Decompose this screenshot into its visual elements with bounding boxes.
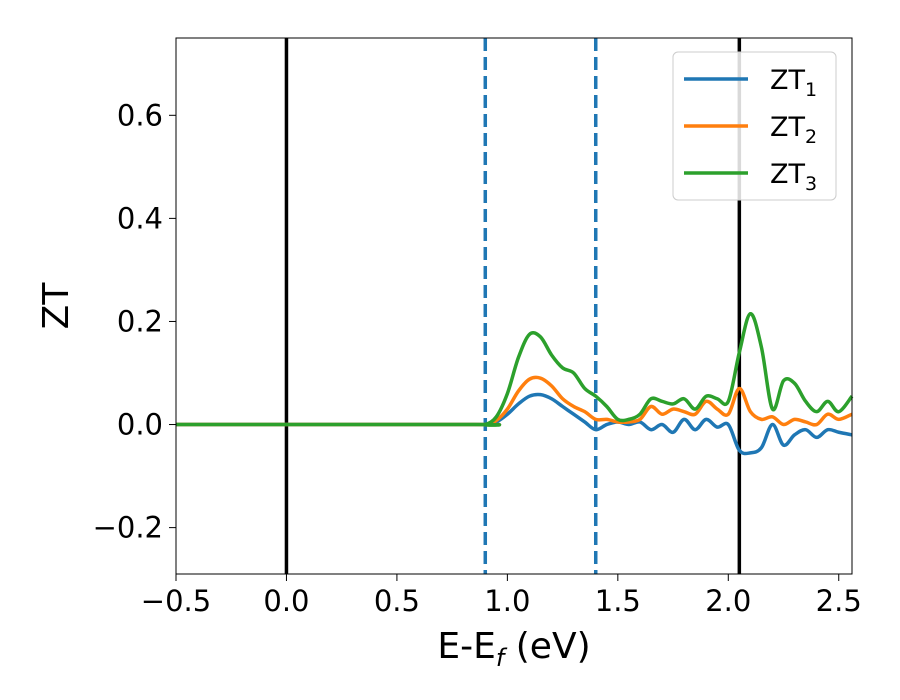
- series-lines: [176, 311, 854, 456]
- x-tick-label-1: 0.0: [263, 584, 309, 618]
- x-axis-ticks: −0.5 0.0 0.5 1.0 1.5 2.0 2.5: [141, 574, 862, 618]
- plot-frame: [175, 37, 853, 575]
- y-tick-label-4: 0.6: [117, 98, 163, 132]
- legend-label-1: ZT1: [770, 65, 817, 101]
- x-axis-label: E-Ef (eV): [437, 626, 590, 672]
- x-axis-label-tail: (eV): [504, 626, 590, 667]
- legend-box: [672, 51, 837, 201]
- series-line-1: [176, 392, 853, 456]
- legend-label-2: ZT2: [770, 112, 817, 148]
- x-tick-label-0: −0.5: [141, 584, 211, 618]
- y-tick-label-0: −0.2: [93, 511, 163, 545]
- y-tick-label-1: 0.0: [117, 408, 163, 442]
- series-line-3: [176, 311, 854, 427]
- x-axis-label-main: E-E: [437, 626, 495, 667]
- y-axis-label: ZT: [36, 282, 77, 330]
- x-tick-label-3: 1.0: [484, 584, 530, 618]
- y-axis-ticks: −0.2 0.0 0.2 0.4 0.6: [93, 98, 176, 545]
- y-tick-label-3: 0.4: [117, 201, 163, 235]
- x-tick-label-2: 0.5: [374, 584, 420, 618]
- x-tick-label-6: 2.5: [816, 584, 862, 618]
- y-tick-label-2: 0.2: [117, 304, 163, 338]
- series-line-2: [176, 375, 853, 427]
- legend: ZT1 ZT2 ZT3: [672, 51, 837, 201]
- legend-label-3: ZT3: [770, 159, 817, 195]
- x-tick-label-5: 2.0: [705, 584, 751, 618]
- x-tick-label-4: 1.5: [595, 584, 641, 618]
